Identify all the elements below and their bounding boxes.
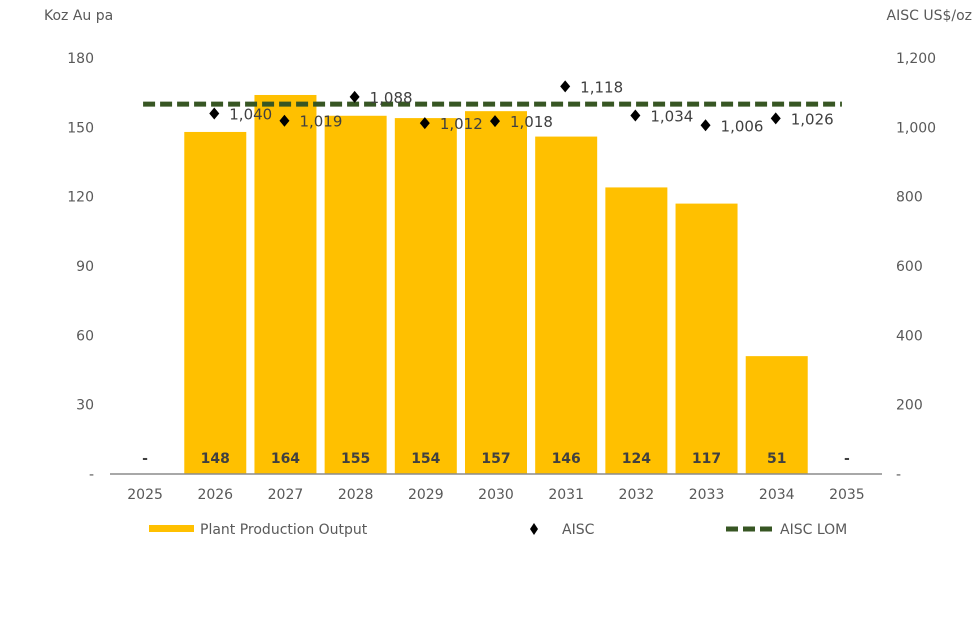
left-tick-label: 30	[76, 398, 94, 414]
left-tick-label: 180	[67, 51, 94, 67]
aisc-point-2029	[419, 117, 430, 130]
x-tick-label: 2025	[127, 487, 163, 503]
legend: Plant Production Output AISC AISC LOM	[149, 522, 847, 538]
aisc-data-label: 1,019	[299, 113, 342, 131]
bar-2033	[675, 203, 738, 474]
aisc-data-label: 1,040	[229, 105, 272, 123]
legend-swatch-production	[149, 525, 194, 532]
aisc-point-2031	[560, 80, 571, 93]
x-tick-label: 2035	[829, 487, 865, 503]
x-tick-label: 2031	[548, 487, 584, 503]
aisc-data-label: 1,006	[721, 117, 764, 135]
right-tick-label: 400	[896, 328, 923, 344]
bar-2034	[745, 356, 808, 474]
x-tick-label: 2033	[689, 487, 725, 503]
bar-data-label: 117	[692, 451, 721, 467]
bar-2029	[394, 118, 457, 474]
right-tick-label: 200	[896, 398, 923, 414]
left-axis-title: Koz Au pa	[44, 8, 113, 24]
bar-data-label: 51	[767, 451, 786, 467]
aisc-data-label: 1,018	[510, 113, 553, 131]
aisc-point-2026	[209, 107, 220, 120]
bar-data-label: 164	[271, 451, 300, 467]
x-tick-label: 2029	[408, 487, 444, 503]
bar-2030	[465, 111, 527, 475]
right-tick-label: -	[896, 467, 901, 483]
bar-2027	[254, 94, 317, 474]
x-tick-label: 2032	[619, 487, 655, 503]
aisc-point-2027	[279, 114, 290, 127]
legend-label-production: Plant Production Output	[200, 522, 368, 538]
right-tick-label: 1,000	[896, 120, 936, 136]
legend-label-aisc-lom: AISC LOM	[780, 522, 847, 538]
aisc-data-label: 1,088	[370, 89, 413, 107]
x-tick-label: 2027	[268, 487, 304, 503]
legend-label-aisc: AISC	[562, 522, 595, 538]
x-tick-label: 2030	[478, 487, 514, 503]
bar-data-label: 124	[622, 451, 651, 467]
bar-data-label: 148	[201, 451, 230, 467]
bar-2032	[605, 187, 668, 474]
bar-data-label: 155	[341, 451, 370, 467]
left-tick-label: 60	[76, 328, 94, 344]
bar-2028	[324, 115, 387, 475]
right-tick-label: 800	[896, 190, 923, 206]
aisc-point-2028	[349, 90, 360, 103]
aisc-data-label: 1,026	[791, 110, 834, 128]
left-tick-label: 120	[67, 190, 94, 206]
x-tick-label: 2026	[197, 487, 233, 503]
aisc-data-label: 1,034	[650, 108, 693, 126]
left-tick-label: -	[89, 467, 94, 483]
legend-swatch-aisc	[530, 523, 538, 535]
right-tick-label: 600	[896, 259, 923, 275]
aisc-data-label: 1,012	[440, 115, 483, 133]
bar-data-label: -	[142, 451, 148, 467]
right-axis-title: AISC US$/oz	[887, 8, 973, 24]
aisc-data-label: 1,118	[580, 78, 623, 96]
bar-data-label: -	[844, 451, 850, 467]
aisc-point-2030	[490, 115, 500, 128]
bar-2031	[535, 136, 598, 475]
aisc-point-2034	[770, 112, 781, 125]
right-tick-label: 1,200	[896, 51, 936, 67]
left-tick-label: 150	[67, 120, 94, 136]
bar-data-label: 154	[411, 451, 440, 467]
bar-data-label: 146	[552, 451, 581, 467]
bar-2026	[184, 131, 247, 474]
x-tick-label: 2028	[338, 487, 374, 503]
aisc-point-2032	[630, 109, 641, 122]
bar-data-label: 157	[481, 451, 510, 467]
left-tick-label: 90	[76, 259, 94, 275]
aisc-point-2033	[700, 119, 711, 132]
x-tick-label: 2034	[759, 487, 795, 503]
